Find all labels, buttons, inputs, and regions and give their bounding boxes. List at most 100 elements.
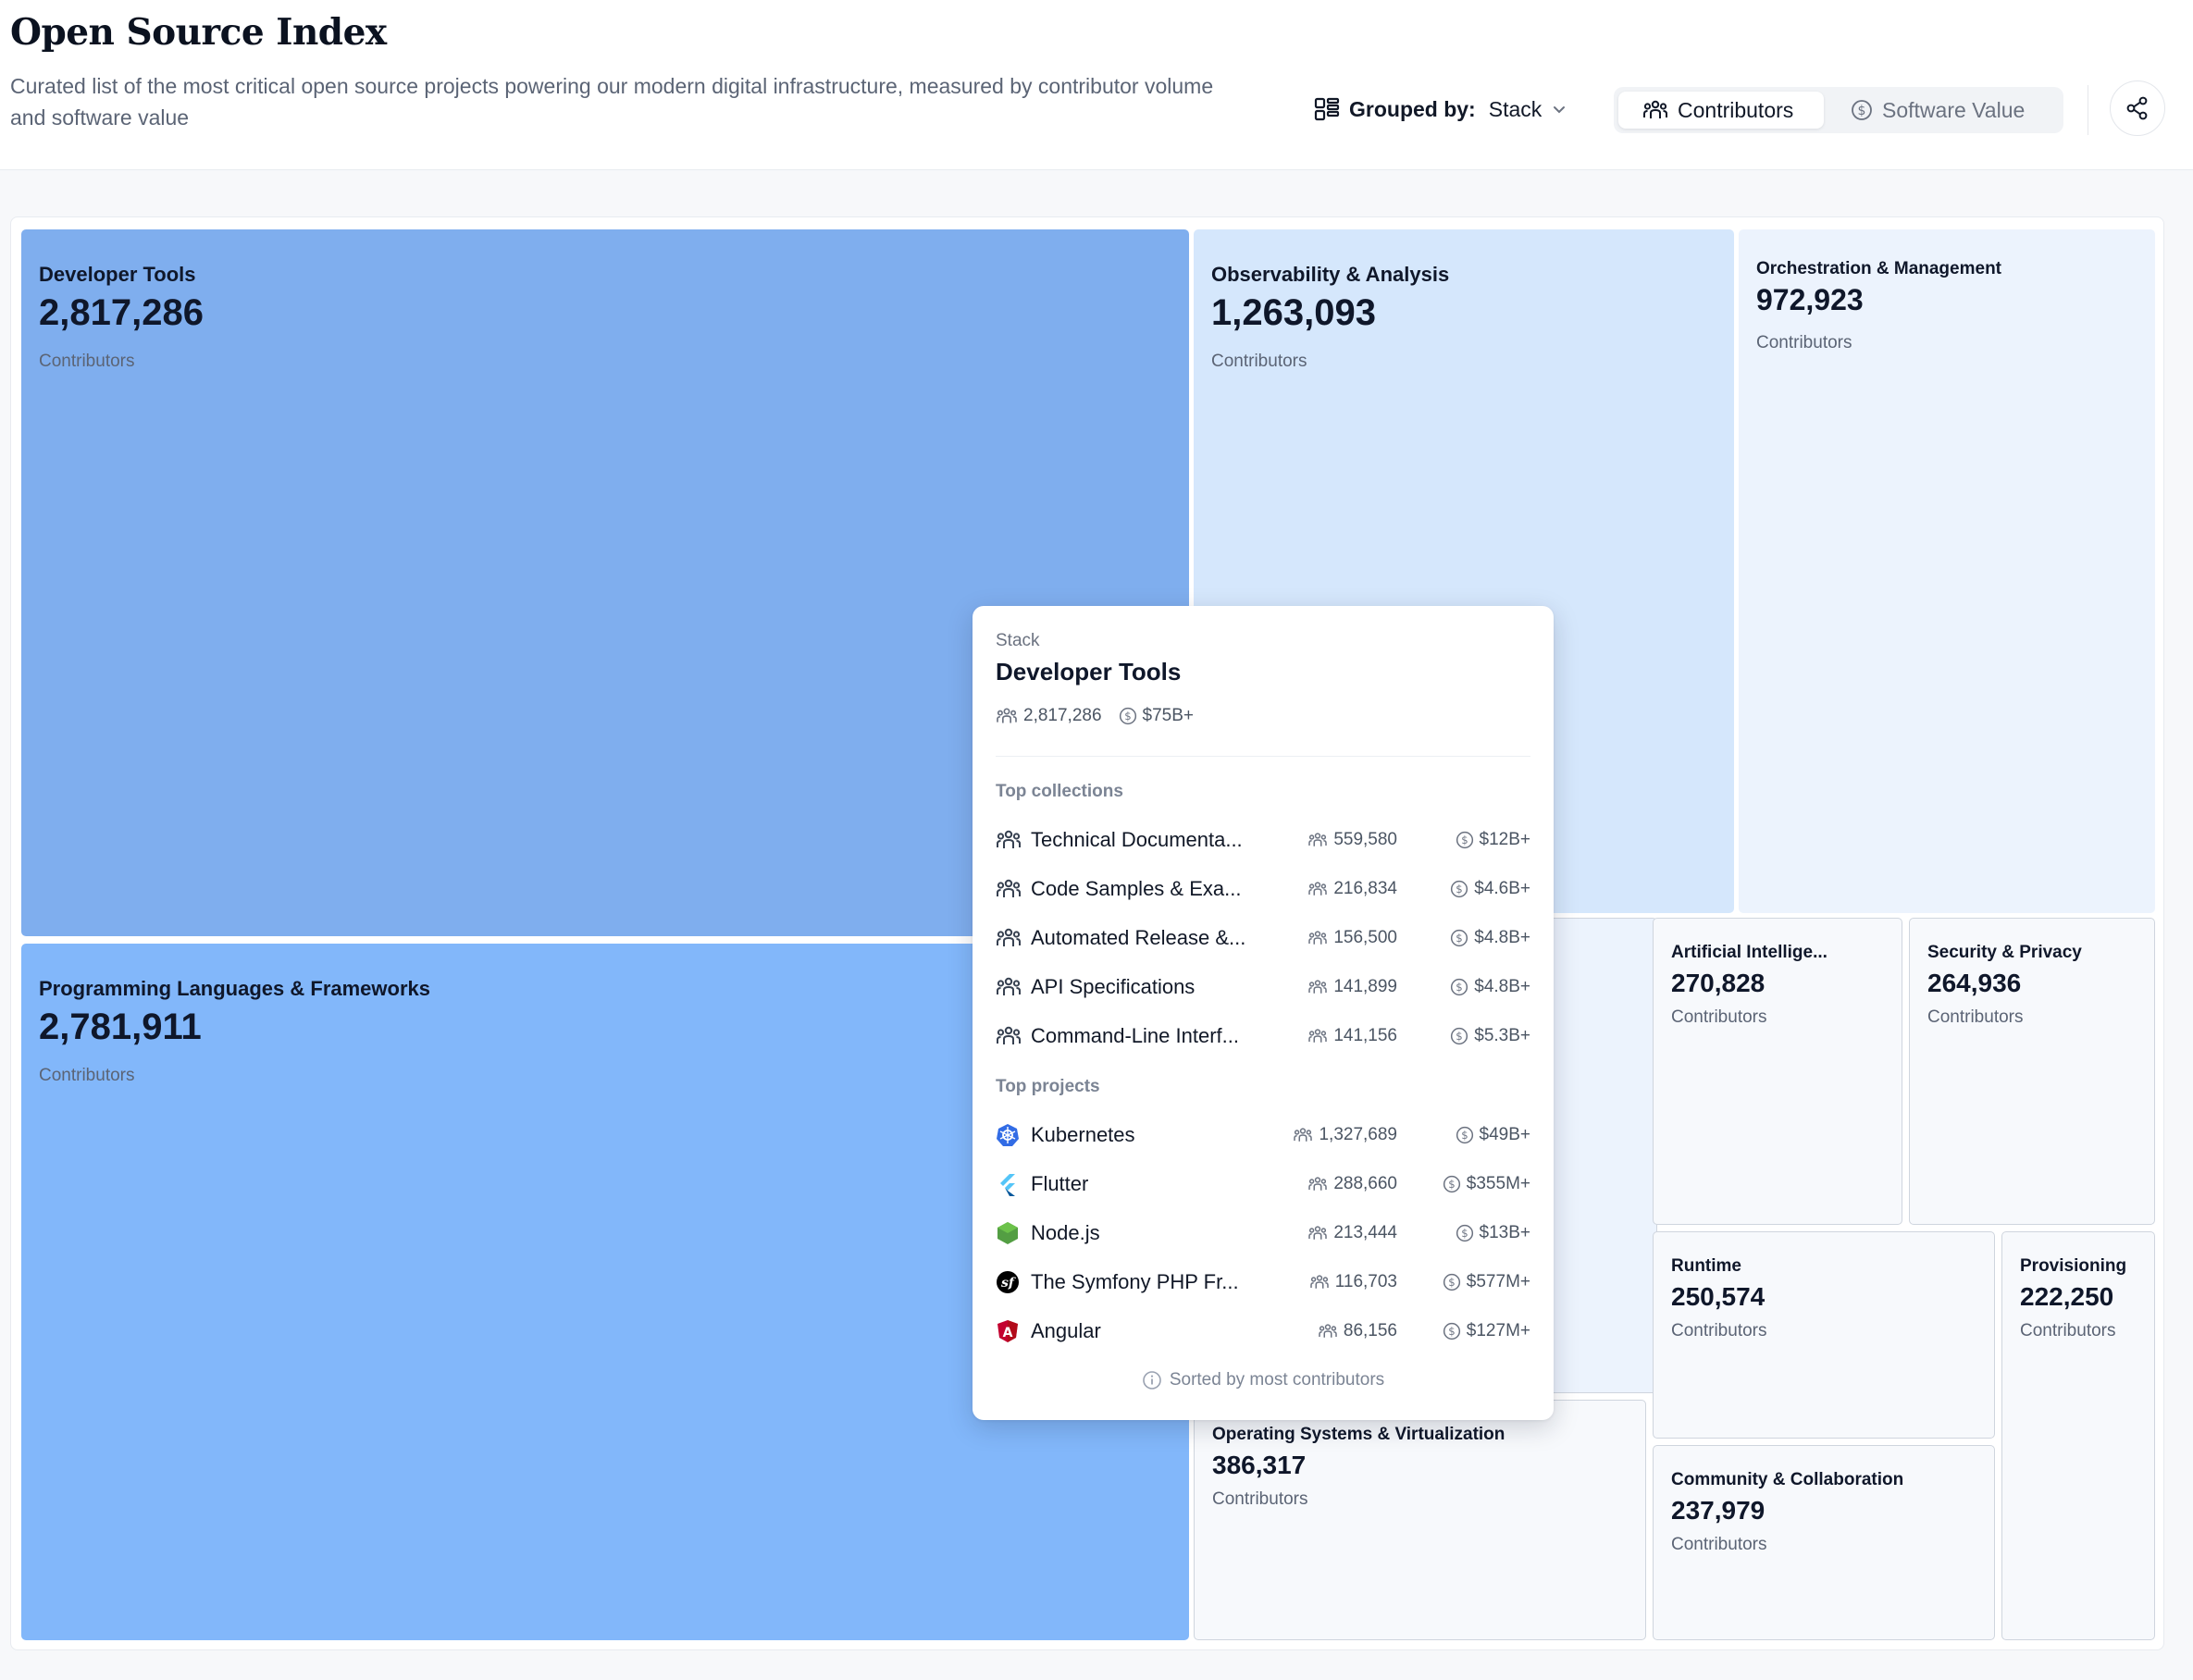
list-item-value: $ $5.3B+: [1450, 1026, 1530, 1046]
tile-unit: Contributors: [39, 352, 135, 371]
tooltip-stats: 2,817,286 $ $75B+: [996, 706, 1194, 726]
dollar-circle-icon: $: [1450, 978, 1468, 996]
tile-value: 1,263,093: [1211, 292, 1376, 333]
collection-icon: [996, 1023, 1023, 1049]
kubernetes-icon: [996, 1122, 1023, 1148]
list-item-name: Kubernetes: [1031, 1123, 1135, 1146]
tile-value: 2,817,286: [39, 292, 204, 333]
tile-security-privacy[interactable]: Security & Privacy 264,936 Contributors: [1909, 918, 2155, 1225]
list-item[interactable]: Flutter 288,660 $ $355M+: [996, 1168, 1530, 1200]
list-item-contributors: 141,899: [1307, 977, 1397, 997]
list-item-name: Node.js: [1031, 1221, 1100, 1244]
dollar-circle-icon: $: [1456, 1224, 1474, 1242]
list-item-name: The Symfony PHP Fr...: [1031, 1270, 1239, 1293]
dollar-circle-icon: $: [1443, 1322, 1461, 1340]
group-by-dropdown[interactable]: Grouped by: Stack: [1314, 91, 1567, 128]
list-item-value-amount: $13B+: [1479, 1223, 1530, 1242]
tile-value: 264,936: [1927, 969, 2022, 997]
toggle-software-value[interactable]: $ Software Value: [1851, 92, 2060, 129]
page-header: Open Source Index Curated list of the mo…: [0, 0, 2193, 170]
tile-value: 237,979: [1671, 1496, 1766, 1525]
people-icon: [1307, 979, 1328, 995]
people-icon: [1307, 1176, 1328, 1192]
svg-text:$: $: [1456, 932, 1463, 945]
tile-value: 270,828: [1671, 969, 1766, 997]
list-item-contributors: 216,834: [1307, 879, 1397, 899]
grid-icon: [1314, 97, 1340, 121]
tile-name: Orchestration & Management: [1756, 259, 2001, 278]
dollar-circle-icon: $: [1851, 99, 1873, 121]
tooltip-footer-label: Sorted by most contributors: [1169, 1370, 1385, 1390]
toggle-contributors[interactable]: Contributors: [1618, 92, 1824, 129]
dollar-circle-icon: $: [1450, 880, 1468, 898]
list-item-value-amount: $49B+: [1479, 1125, 1530, 1144]
list-item-contributors-value: 288,660: [1333, 1174, 1397, 1193]
list-item-contributors-value: 559,580: [1333, 830, 1397, 849]
svg-text:$: $: [1448, 1325, 1455, 1338]
list-item-value-amount: $127M+: [1466, 1321, 1530, 1340]
list-item[interactable]: Command-Line Interf... 141,156 $ $5.3B+: [996, 1020, 1530, 1052]
people-icon: [1307, 832, 1328, 848]
svg-text:$: $: [1456, 883, 1463, 896]
list-item-value: $ $49B+: [1456, 1125, 1530, 1145]
share-button[interactable]: [2110, 80, 2165, 136]
page-title: Open Source Index: [10, 11, 387, 54]
collection-icon: [996, 876, 1023, 902]
tooltip-kicker: Stack: [996, 631, 1040, 650]
people-icon: [1307, 930, 1328, 946]
list-item[interactable]: Code Samples & Exa... 216,834 $ $4.6B+: [996, 873, 1530, 905]
list-item-value-amount: $355M+: [1466, 1174, 1530, 1193]
tile-name: Operating Systems & Virtualization: [1212, 1425, 1505, 1444]
people-icon: [1318, 1323, 1338, 1340]
list-item-value-amount: $12B+: [1479, 830, 1530, 849]
tile-unit: Contributors: [1927, 1007, 2024, 1027]
list-item-contributors-value: 1,327,689: [1319, 1125, 1397, 1144]
dollar-circle-icon: $: [1119, 707, 1137, 725]
angular-icon: A: [996, 1318, 1023, 1344]
tile-name: Observability & Analysis: [1211, 263, 1450, 286]
tile-orchestration-management[interactable]: Orchestration & Management 972,923 Contr…: [1739, 229, 2155, 913]
group-by-label: Grouped by:: [1349, 96, 1476, 121]
list-item[interactable]: A Angular 86,156 $ $127M+: [996, 1316, 1530, 1347]
tile-name: Provisioning: [2020, 1256, 2127, 1276]
svg-text:A: A: [1003, 1326, 1013, 1340]
svg-text:$: $: [1456, 981, 1463, 994]
top-collections-heading: Top collections: [996, 782, 1123, 801]
people-icon: [1307, 1225, 1328, 1241]
tile-runtime[interactable]: Runtime 250,574 Contributors: [1653, 1231, 1995, 1439]
dollar-circle-icon: $: [1450, 1027, 1468, 1045]
list-item[interactable]: Node.js 213,444 $ $13B+: [996, 1217, 1530, 1249]
dollar-circle-icon: $: [1443, 1175, 1461, 1193]
page-subtitle: Curated list of the most critical open s…: [10, 74, 1214, 130]
list-item[interactable]: Automated Release &... 156,500 $ $4.8B+: [996, 922, 1530, 954]
list-item-contributors: 86,156: [1318, 1321, 1397, 1341]
list-item-value: $ $127M+: [1443, 1321, 1530, 1341]
symfony-icon: sf: [996, 1269, 1023, 1295]
tile-value: 386,317: [1212, 1451, 1307, 1479]
list-item[interactable]: sf The Symfony PHP Fr... 116,703 $ $577M+: [996, 1266, 1530, 1298]
tooltip-divider: [996, 756, 1530, 757]
list-item-value-amount: $4.8B+: [1474, 977, 1530, 996]
list-item-name: Technical Documenta...: [1031, 828, 1243, 851]
list-item-contributors: 559,580: [1307, 830, 1397, 850]
tile-name: Community & Collaboration: [1671, 1470, 1904, 1489]
toggle-contributors-label: Contributors: [1678, 97, 1794, 122]
svg-text:$: $: [1448, 1178, 1455, 1191]
list-item[interactable]: Kubernetes 1,327,689 $ $49B+: [996, 1119, 1530, 1151]
tile-unit: Contributors: [1211, 352, 1307, 371]
tooltip-contributors: 2,817,286: [996, 706, 1102, 726]
tooltip-value: $ $75B+: [1119, 706, 1194, 726]
list-item[interactable]: Technical Documenta... 559,580 $ $12B+: [996, 824, 1530, 856]
tile-unit: Contributors: [1756, 333, 1852, 352]
list-item-name: API Specifications: [1031, 975, 1196, 998]
list-item-value: $ $13B+: [1456, 1223, 1530, 1243]
tile-artificial-intelligence[interactable]: Artificial Intellige... 270,828 Contribu…: [1653, 918, 1902, 1225]
svg-text:$: $: [1858, 104, 1866, 118]
tile-provisioning[interactable]: Provisioning 222,250 Contributors: [2001, 1231, 2155, 1640]
tile-community-collaboration[interactable]: Community & Collaboration 237,979 Contri…: [1653, 1445, 1995, 1640]
tile-operating-systems-virtualization[interactable]: Operating Systems & Virtualization 386,3…: [1194, 1400, 1646, 1640]
list-item[interactable]: API Specifications 141,899 $ $4.8B+: [996, 971, 1530, 1003]
list-item-contributors: 213,444: [1307, 1223, 1397, 1243]
top-projects-heading: Top projects: [996, 1077, 1100, 1096]
flutter-icon: [996, 1171, 1023, 1197]
